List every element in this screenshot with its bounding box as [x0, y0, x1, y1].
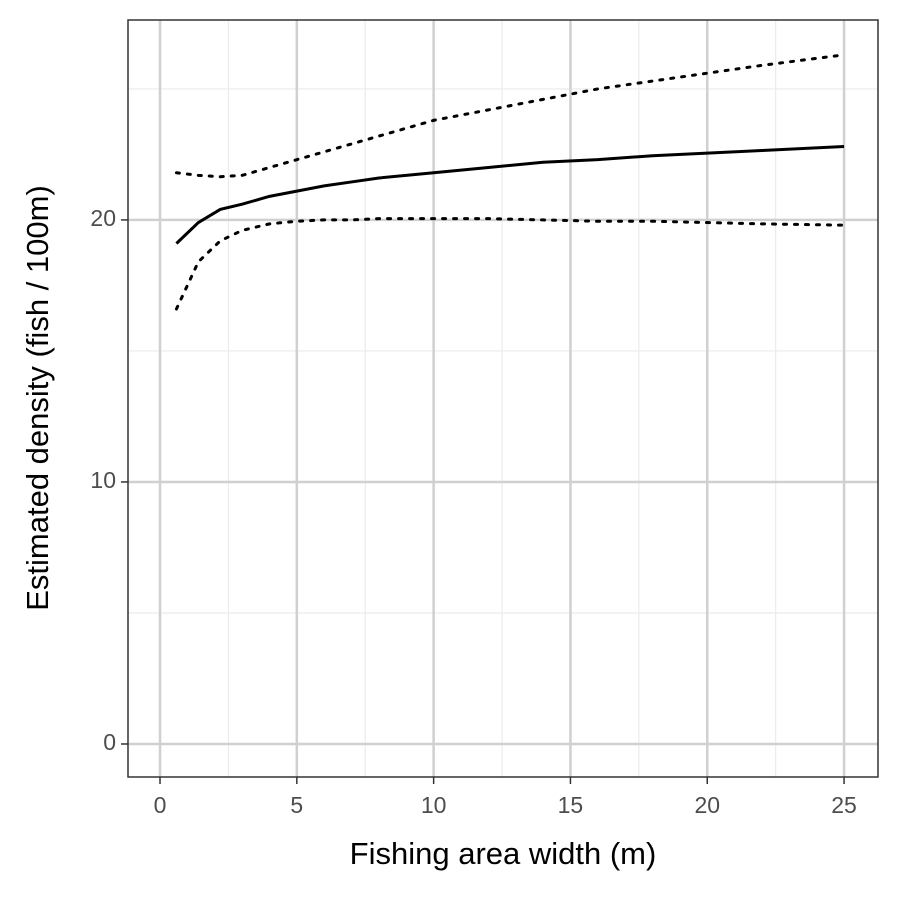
x-tick-label: 0 [154, 792, 167, 818]
y-axis-title: Estimated density (fish / 100m) [20, 185, 55, 611]
x-tick-label: 5 [290, 792, 303, 818]
panel-border [127, 19, 879, 778]
y-tick-label: 0 [103, 729, 116, 755]
y-tick-label: 20 [90, 205, 116, 231]
x-tick-label: 20 [694, 792, 720, 818]
y-tick-label: 10 [90, 467, 116, 493]
x-tick-label: 15 [558, 792, 584, 818]
data-line [174, 53, 846, 179]
x-axis-title: Fishing area width (m) [350, 836, 657, 871]
data-line [174, 217, 846, 311]
x-tick-label: 25 [831, 792, 857, 818]
x-tick-label: 10 [421, 792, 447, 818]
data-line [175, 145, 845, 245]
